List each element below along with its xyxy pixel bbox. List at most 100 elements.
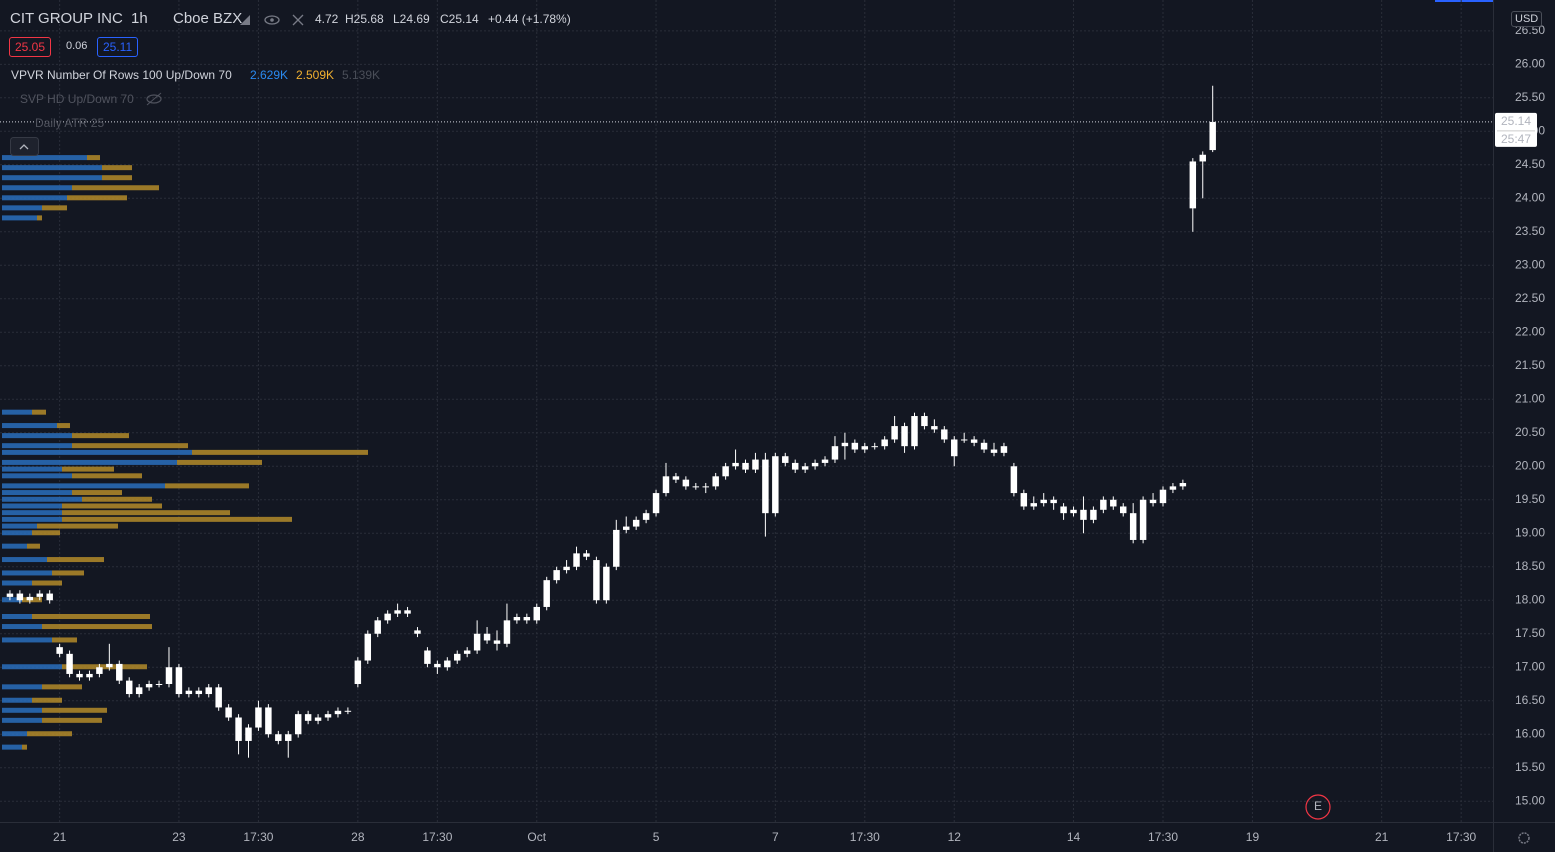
- ohlc-change: +0.44 (+1.78%): [488, 12, 571, 26]
- candle-body: [583, 553, 590, 557]
- vp-up-bar: [2, 557, 47, 563]
- candle-body: [951, 439, 958, 457]
- currency[interactable]: USD: [1511, 11, 1543, 27]
- candle-body: [752, 459, 759, 470]
- ohlc-open: 4.72: [315, 12, 339, 26]
- candle-body: [145, 683, 153, 688]
- candle-body: [16, 593, 24, 601]
- candle-body: [941, 429, 948, 440]
- candle-body: [613, 529, 620, 567]
- indicator-value: 2.509K: [296, 68, 335, 82]
- y-tick-label: 19.00: [1515, 525, 1545, 539]
- vp-down-bar: [42, 707, 107, 713]
- countdown-label: 25:47: [1501, 132, 1531, 146]
- candle-body: [294, 714, 302, 735]
- vp-down-bar: [32, 530, 60, 536]
- candle-body: [801, 466, 809, 470]
- candle-body: [632, 519, 640, 527]
- candle-body: [1169, 486, 1177, 490]
- candle-body: [414, 630, 421, 634]
- candle-body: [762, 459, 769, 514]
- candle-body: [36, 593, 43, 597]
- x-tick-label: 23: [172, 830, 186, 844]
- vp-up-bar: [2, 490, 72, 496]
- candle-body: [96, 667, 103, 674]
- candle-body: [374, 620, 381, 634]
- indicator-label[interactable]: SVP HD Up/Down 70: [20, 92, 134, 106]
- candle-body: [195, 690, 203, 695]
- vp-down-bar: [165, 483, 249, 489]
- vp-down-bar: [32, 697, 62, 703]
- vp-up-bar: [2, 697, 32, 703]
- x-tick-label: 14: [1067, 830, 1081, 844]
- candle-body: [66, 653, 73, 674]
- event-marker-label: E: [1314, 799, 1322, 813]
- indicator-label[interactable]: Daily ATR 25: [35, 116, 105, 130]
- candle-body: [1199, 154, 1206, 162]
- candle-body: [1119, 506, 1127, 514]
- candle-body: [444, 660, 451, 668]
- candle-body: [712, 476, 719, 487]
- candle-body: [901, 426, 908, 447]
- candle-body: [483, 633, 491, 641]
- vp-down-bar: [52, 637, 77, 643]
- y-tick-label: 15.00: [1515, 793, 1545, 807]
- candle-body: [772, 456, 779, 514]
- candle-body: [165, 667, 173, 684]
- vp-up-bar: [2, 449, 192, 455]
- vp-up-bar: [2, 516, 62, 522]
- vp-up-bar: [2, 570, 52, 576]
- candle-body: [175, 667, 183, 695]
- y-tick-label: 23.00: [1515, 257, 1545, 271]
- vp-down-bar: [62, 516, 292, 522]
- y-tick-label: 19.50: [1515, 492, 1545, 506]
- top-accent: [1435, 0, 1493, 2]
- interval[interactable]: 1h: [131, 10, 148, 27]
- candle-body: [732, 462, 739, 467]
- candle-body: [1110, 499, 1117, 507]
- candle-body: [245, 727, 252, 741]
- candle-body: [931, 426, 938, 430]
- vp-up-bar: [2, 684, 42, 690]
- candle-body: [463, 650, 471, 654]
- x-tick-label: 7: [772, 830, 779, 844]
- vp-up-bar: [2, 443, 72, 449]
- candle-body: [1070, 509, 1077, 514]
- candle-body: [1100, 499, 1107, 510]
- candle-body: [493, 640, 501, 644]
- exchange: Cboe BZX: [173, 10, 243, 27]
- candle-body: [523, 617, 531, 621]
- vp-down-bar: [62, 503, 162, 509]
- x-tick-label: 17:30: [850, 830, 880, 844]
- bid-button[interactable]: 25.05: [9, 37, 52, 57]
- candle-body: [742, 462, 749, 470]
- vp-down-bar: [62, 466, 114, 472]
- vp-down-bar: [27, 731, 72, 737]
- candle-body: [334, 710, 342, 715]
- x-tick-label: 17:30: [1446, 830, 1476, 844]
- candle-body: [871, 446, 878, 448]
- vp-up-bar: [2, 165, 102, 171]
- candle-body: [86, 673, 93, 678]
- symbol[interactable]: CIT GROUP INC: [10, 10, 123, 27]
- collapse-button[interactable]: [10, 137, 40, 157]
- vp-down-bar: [52, 570, 84, 576]
- last-price-label: 25.14: [1501, 114, 1531, 128]
- indicator-label[interactable]: VPVR Number Of Rows 100 Up/Down 70: [11, 68, 232, 82]
- candle-body: [56, 647, 63, 654]
- x-tick-label: 17:30: [422, 830, 452, 844]
- vp-down-bar: [42, 205, 67, 211]
- candle-body: [503, 620, 511, 644]
- candle-body: [563, 566, 570, 571]
- y-tick-label: 18.50: [1515, 559, 1545, 573]
- visibility-icons[interactable]: [146, 92, 296, 132]
- ask-button[interactable]: 25.11: [97, 37, 139, 57]
- candle-body: [513, 617, 521, 621]
- candle-body: [980, 442, 988, 450]
- candle-body: [304, 714, 312, 721]
- candle-body: [692, 486, 700, 488]
- y-tick-label: 21.50: [1515, 358, 1545, 372]
- y-tick-label: 23.50: [1515, 224, 1545, 238]
- candle-body: [394, 610, 401, 614]
- vp-up-bar: [2, 717, 42, 723]
